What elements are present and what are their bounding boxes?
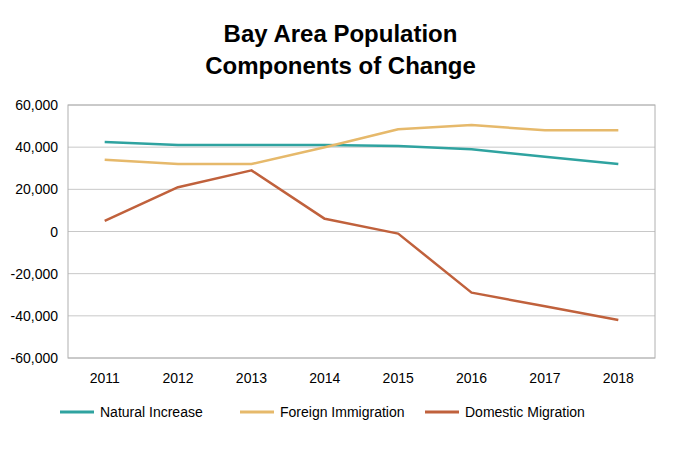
series-line xyxy=(105,142,619,164)
y-tick-label: 60,000 xyxy=(15,97,58,113)
grid-line xyxy=(68,189,655,190)
plot-frame xyxy=(68,105,655,358)
series-group xyxy=(105,125,619,320)
chart: -60,000 -40,000 -20,000 0 20,000 40,000 60,000… xyxy=(0,0,677,449)
x-tick-label: 2014 xyxy=(309,370,340,386)
y-tick-label: 20,000 xyxy=(15,181,58,197)
y-tick-label: 40,000 xyxy=(15,139,58,155)
y-tick-label: 0 xyxy=(50,224,58,240)
x-tick-label: 2013 xyxy=(236,370,267,386)
x-tick-label: 2011 xyxy=(90,370,120,386)
series-line xyxy=(105,125,619,164)
x-tick-label: 2018 xyxy=(603,370,634,386)
grid-line xyxy=(68,231,655,232)
legend-label: Natural Increase xyxy=(100,404,203,420)
legend-swatch xyxy=(60,411,94,414)
y-tick-label: -60,000 xyxy=(11,350,59,366)
chart-title: Bay Area Population Components of Change xyxy=(168,18,513,82)
x-tick-label: 2015 xyxy=(383,370,414,386)
x-tick-label: 2017 xyxy=(529,370,560,386)
x-tick-label: 2012 xyxy=(162,370,193,386)
y-tick-label: -40,000 xyxy=(11,308,59,324)
grid-line xyxy=(68,315,655,316)
x-tick-label: 2016 xyxy=(456,370,487,386)
legend-label: Domestic Migration xyxy=(465,404,585,420)
legend-swatch xyxy=(240,411,274,414)
legend-swatch xyxy=(425,411,459,414)
grid-line xyxy=(68,273,655,274)
legend-label: Foreign Immigration xyxy=(280,404,405,420)
series-line xyxy=(105,170,619,320)
y-tick-label: -20,000 xyxy=(11,266,59,282)
